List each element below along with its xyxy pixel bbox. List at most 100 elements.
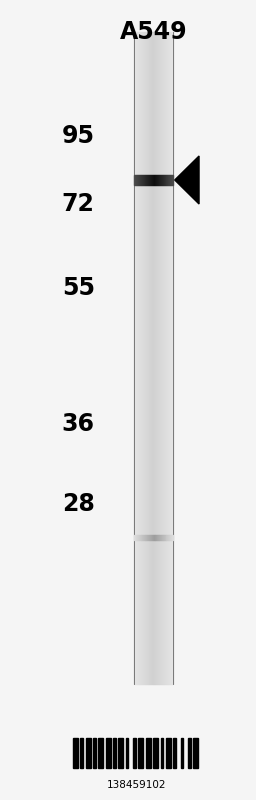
Bar [153, 738, 158, 768]
Bar [162, 534, 163, 541]
Bar [138, 738, 143, 768]
Bar [172, 32, 173, 684]
Bar [158, 534, 159, 541]
Bar [169, 32, 170, 684]
Bar [153, 174, 154, 185]
Bar [168, 534, 169, 541]
Bar [144, 174, 145, 185]
Bar [138, 534, 139, 541]
Bar [172, 174, 173, 185]
Bar [141, 32, 142, 684]
Bar [135, 174, 136, 185]
Bar [166, 534, 167, 541]
Bar [143, 534, 144, 541]
Bar [162, 32, 163, 684]
Text: 95: 95 [62, 124, 95, 148]
Bar [154, 534, 155, 541]
Bar [150, 32, 151, 684]
Bar [155, 32, 156, 684]
Bar [148, 32, 149, 684]
Bar [166, 174, 167, 185]
Bar [80, 738, 83, 768]
Bar [159, 174, 161, 185]
Bar [161, 738, 163, 768]
Bar [133, 738, 136, 768]
Bar [152, 32, 153, 684]
Bar [86, 738, 91, 768]
Bar [145, 534, 146, 541]
Bar [167, 534, 168, 541]
Bar [151, 32, 152, 684]
Bar [161, 32, 162, 684]
Bar [152, 534, 153, 541]
Bar [145, 32, 146, 684]
Bar [137, 32, 138, 684]
Bar [161, 174, 162, 185]
Bar [170, 32, 171, 684]
Bar [181, 738, 183, 768]
Bar [135, 32, 136, 684]
Bar [163, 174, 164, 185]
Bar [144, 32, 145, 684]
Bar [171, 32, 172, 684]
Bar [169, 534, 170, 541]
Bar [118, 738, 123, 768]
Bar [126, 738, 128, 768]
Bar [163, 534, 164, 541]
Bar [149, 32, 150, 684]
Bar [147, 534, 148, 541]
Bar [158, 32, 159, 684]
Text: 55: 55 [62, 276, 95, 300]
Bar [164, 534, 165, 541]
Bar [161, 534, 162, 541]
Bar [166, 32, 167, 684]
Bar [157, 534, 158, 541]
Bar [146, 174, 147, 185]
Bar [150, 534, 151, 541]
Bar [166, 738, 171, 768]
Bar [136, 534, 137, 541]
Bar [134, 534, 135, 541]
Bar [168, 32, 169, 684]
Text: A549: A549 [120, 20, 187, 44]
Polygon shape [175, 156, 199, 204]
Bar [146, 738, 151, 768]
Bar [143, 32, 144, 684]
Bar [156, 32, 157, 684]
Bar [159, 32, 160, 684]
Bar [157, 174, 158, 185]
Bar [136, 32, 137, 684]
Bar [159, 534, 161, 541]
Bar [105, 738, 111, 768]
Bar [148, 534, 149, 541]
Bar [137, 534, 138, 541]
Text: 36: 36 [62, 412, 95, 436]
Bar [150, 174, 151, 185]
Bar [164, 32, 165, 684]
Bar [147, 32, 148, 684]
Bar [169, 174, 170, 185]
Bar [152, 174, 153, 185]
Bar [140, 534, 141, 541]
Bar [135, 534, 136, 541]
Bar [136, 174, 137, 185]
Bar [142, 32, 143, 684]
Bar [145, 174, 146, 185]
Bar [146, 534, 147, 541]
Text: 138459102: 138459102 [107, 781, 167, 790]
Text: 28: 28 [62, 492, 95, 516]
Bar [143, 174, 144, 185]
Bar [140, 32, 141, 684]
Bar [194, 738, 198, 768]
Bar [137, 174, 138, 185]
Bar [155, 174, 156, 185]
Bar [153, 534, 154, 541]
Bar [139, 534, 140, 541]
Bar [154, 32, 155, 684]
Bar [151, 534, 152, 541]
Bar [138, 174, 139, 185]
Bar [163, 32, 164, 684]
Bar [154, 174, 155, 185]
Bar [170, 174, 172, 185]
Bar [134, 174, 135, 185]
